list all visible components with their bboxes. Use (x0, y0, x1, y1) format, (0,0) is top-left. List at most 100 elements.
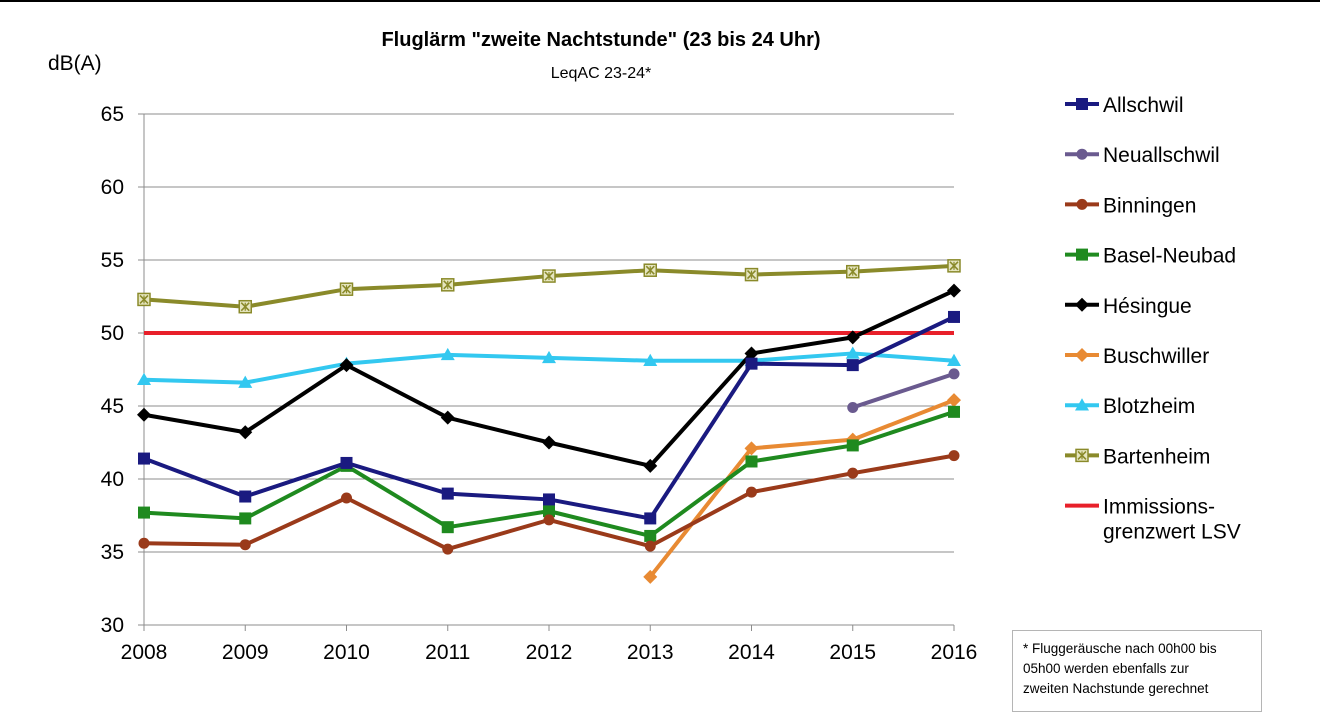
data-point (238, 425, 253, 440)
legend-marker (1076, 198, 1088, 210)
legend-label: Binningen (1103, 194, 1196, 217)
axes: 30 35 40 45 50 55 60 65 2008 2009 2010 2011 2012 2013… (101, 103, 978, 664)
legend-marker (1076, 248, 1088, 261)
data-point (643, 263, 657, 277)
data-point (238, 375, 253, 388)
legend-item: Bartenheim (1065, 445, 1210, 468)
legend-marker (1075, 398, 1089, 411)
x-tick-label: 2008 (121, 641, 168, 664)
data-point (239, 490, 252, 503)
y-tick-label: 55 (101, 249, 124, 272)
x-tick-label: 2009 (222, 641, 269, 664)
legend-marker (1075, 297, 1089, 312)
y-tick-label: 45 (101, 395, 124, 418)
data-point (643, 353, 658, 366)
legend-item: Blotzheim (1065, 395, 1195, 418)
legend-item: Allschwil (1065, 94, 1184, 117)
legend-item: Basel-Neubad (1065, 245, 1236, 268)
data-point (643, 458, 658, 473)
data-point (440, 410, 455, 425)
data-point (441, 278, 455, 292)
series-h-singue (137, 283, 961, 473)
data-point (948, 450, 960, 462)
data-point (442, 543, 454, 555)
data-point (542, 350, 556, 364)
chart-subtitle: LeqAC 23-24* (551, 65, 652, 82)
legend-marker (1076, 148, 1088, 160)
legend-marker (1075, 348, 1089, 362)
y-tick-label: 35 (101, 541, 124, 564)
data-point (947, 393, 961, 408)
legend-label: Allschwil (1103, 94, 1184, 117)
legend-label: Buschwiller (1103, 345, 1209, 368)
legend-label: grenzwert LSV (1103, 521, 1241, 544)
series-line (648, 398, 955, 579)
data-point (644, 512, 657, 525)
y-tick-label: 50 (101, 322, 124, 345)
data-point (137, 372, 151, 385)
data-point (847, 401, 859, 413)
x-tick-label: 2011 (425, 641, 470, 664)
data-point (543, 505, 555, 518)
legend-label: Blotzheim (1103, 395, 1195, 418)
data-point (339, 358, 354, 373)
legend: Allschwil Neuallschwil Binningen Basel-Neub… (1065, 94, 1241, 544)
data-point (138, 452, 150, 465)
x-tick-label: 2016 (931, 641, 978, 664)
data-point (745, 455, 758, 468)
x-tick-label: 2012 (526, 641, 573, 664)
data-point (137, 407, 151, 422)
data-point (441, 521, 454, 534)
data-point (542, 435, 556, 450)
legend-label: Hésingue (1103, 295, 1192, 318)
data-point (643, 569, 658, 584)
data-point (948, 368, 960, 380)
data-point (746, 486, 757, 498)
data-point (340, 456, 353, 469)
footnote-line: zweiten Nachstunde gerechnet (1023, 681, 1209, 696)
data-point (137, 292, 151, 307)
legend-label: Immissions- (1103, 496, 1215, 519)
y-tick-label: 65 (101, 103, 124, 126)
y-tick-label: 30 (101, 614, 124, 637)
chart-title: Fluglärm "zweite Nachtstunde" (23 bis 24… (381, 29, 820, 51)
data-point (744, 267, 759, 282)
legend-item: Neuallschwil (1065, 144, 1220, 167)
data-point (542, 269, 556, 283)
legend-item-reference: Immissions-grenzwert LSV (1065, 496, 1241, 544)
x-tick-label: 2014 (728, 641, 775, 664)
data-point (644, 529, 657, 542)
data-point (239, 512, 252, 525)
data-point (339, 282, 354, 296)
series-allschwil (138, 310, 960, 525)
data-point (745, 357, 758, 370)
data-point (845, 346, 860, 359)
data-point (948, 405, 960, 418)
y-tick-label: 40 (101, 468, 124, 491)
data-point (644, 540, 656, 552)
x-tick-label: 2010 (323, 641, 370, 664)
legend-label: Neuallschwil (1103, 144, 1220, 167)
series-blotzheim (137, 346, 961, 388)
legend-marker (1076, 98, 1088, 110)
legend-label: Basel-Neubad (1103, 245, 1236, 268)
data-point (239, 539, 251, 551)
y-tick-label: 60 (101, 176, 124, 199)
series-group (137, 259, 961, 584)
data-point (441, 487, 454, 500)
data-point (543, 514, 555, 526)
data-point (440, 347, 455, 361)
series-line (852, 371, 955, 410)
data-point (947, 283, 961, 298)
data-point (948, 310, 960, 323)
legend-item: Buschwiller (1065, 345, 1209, 368)
data-point (846, 264, 860, 279)
data-point (138, 506, 150, 519)
data-point (341, 492, 352, 504)
legend-label: Bartenheim (1103, 445, 1210, 468)
y-axis-label: dB(A) (48, 52, 102, 75)
data-point (846, 439, 859, 452)
data-point (845, 330, 860, 345)
data-point (543, 493, 555, 506)
